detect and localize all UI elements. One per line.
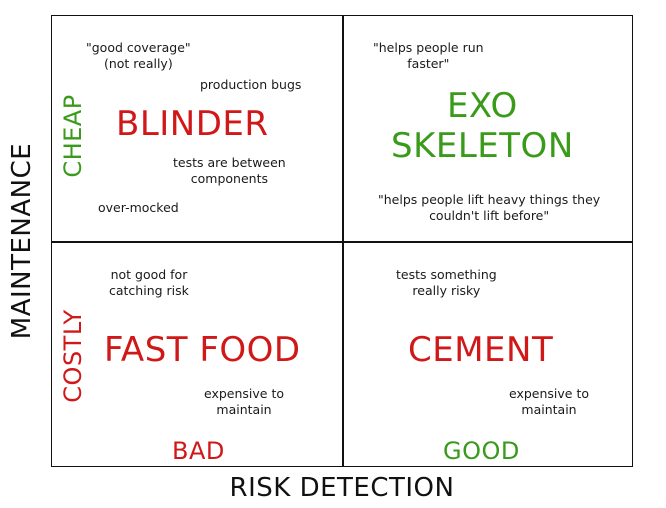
x-axis-label: RISK DETECTION — [229, 473, 455, 503]
note-expensive-to-maintain-right: expensive to maintain — [509, 386, 590, 417]
note-not-good-for-catching-risk: not good for catching risk — [109, 267, 189, 298]
horizontal-divider — [51, 241, 633, 243]
note-production-bugs: production bugs — [200, 77, 302, 92]
x-label-good: GOOD — [443, 437, 520, 465]
x-label-bad: BAD — [172, 437, 225, 465]
note-expensive-to-maintain-left: expensive to maintain — [204, 386, 285, 417]
quadrant-title-cement: CEMENT — [408, 330, 554, 370]
note-tests-between-components: tests are between components — [173, 155, 286, 186]
y-label-cheap: CHEAP — [59, 94, 87, 178]
note-helps-people-run-faster: "helps people run faster" — [373, 40, 484, 71]
note-over-mocked: over-mocked — [98, 200, 179, 215]
note-helps-people-lift: "helps people lift heavy things they cou… — [378, 192, 601, 223]
note-good-coverage: "good coverage" (not really) — [86, 40, 191, 71]
quadrant-title-exo-skeleton: EXO SKELETON — [391, 86, 574, 166]
note-tests-something-risky: tests something really risky — [396, 267, 497, 298]
y-label-costly: COSTLY — [59, 309, 87, 403]
quadrant-title-fast-food: FAST FOOD — [104, 330, 301, 370]
quadrant-title-blinder: BLINDER — [116, 104, 269, 144]
y-axis-label: MAINTENANCE — [7, 142, 37, 340]
